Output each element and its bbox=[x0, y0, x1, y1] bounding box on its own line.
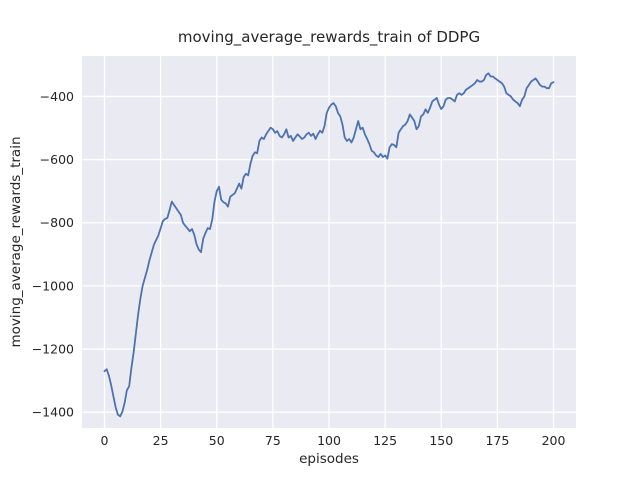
x-tick-label: 175 bbox=[485, 433, 509, 448]
x-tick-label: 0 bbox=[100, 433, 108, 448]
x-tick-label: 125 bbox=[373, 433, 397, 448]
x-axis-label: episodes bbox=[299, 451, 359, 467]
y-axis-label: moving_average_rewards_train bbox=[8, 136, 24, 347]
y-tick-labels: −400 −600 −800 −1000 −1200 −1400 bbox=[32, 89, 74, 420]
y-tick-label: −400 bbox=[40, 89, 74, 104]
y-tick-label: −1000 bbox=[32, 278, 74, 293]
chart-title: moving_average_rewards_train of DDPG bbox=[178, 28, 480, 47]
x-tick-label: 25 bbox=[153, 433, 169, 448]
x-tick-label: 75 bbox=[265, 433, 281, 448]
x-tick-label: 50 bbox=[209, 433, 225, 448]
series-line-ddpg bbox=[103, 72, 555, 418]
x-tick-label: 100 bbox=[317, 433, 341, 448]
y-tick-label: −800 bbox=[40, 215, 74, 230]
y-tick-label: −1200 bbox=[32, 342, 74, 357]
y-tick-label: −600 bbox=[40, 152, 74, 167]
y-tick-label: −1400 bbox=[32, 405, 74, 420]
x-tick-label: 200 bbox=[542, 433, 566, 448]
x-tick-labels: 0 25 50 75 100 125 150 175 200 bbox=[100, 433, 565, 448]
grid-lines bbox=[82, 56, 576, 428]
x-tick-label: 150 bbox=[429, 433, 453, 448]
